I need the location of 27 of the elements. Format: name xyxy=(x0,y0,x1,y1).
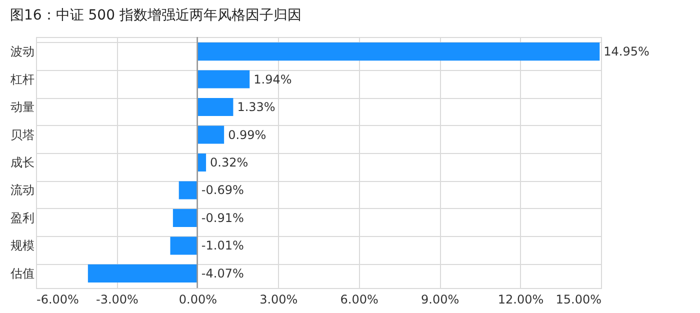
y-tick-label: 动量 xyxy=(10,100,34,114)
x-tick-label: 3.00% xyxy=(260,292,298,306)
y-tick-label: 杠杆 xyxy=(10,72,34,86)
y-tick-label: 规模 xyxy=(10,238,34,253)
x-tick-label: 9.00% xyxy=(421,292,460,306)
data-label: -1.01% xyxy=(201,238,244,253)
x-tick-label: 0.00% xyxy=(178,292,217,306)
data-label: -0.91% xyxy=(201,210,244,225)
data-label: 0.99% xyxy=(228,128,266,142)
y-tick-label: 估值 xyxy=(10,266,34,280)
data-label: -0.69% xyxy=(201,183,244,198)
data-label: 1.33% xyxy=(237,100,276,114)
x-tick-label: -6.00% xyxy=(36,292,79,306)
y-tick-label: 波动 xyxy=(10,44,34,59)
y-tick-label: 贝塔 xyxy=(10,128,34,142)
y-tick-label: 成长 xyxy=(10,156,34,170)
data-label: 1.94% xyxy=(254,72,292,86)
x-tick-label: -3.00% xyxy=(96,292,138,306)
data-label: 14.95% xyxy=(604,44,650,59)
x-tick-label: 12.00% xyxy=(498,292,544,306)
data-label: 0.32% xyxy=(210,156,248,170)
chart-title: 图16：中证 500 指数增强近两年风格因子归因 xyxy=(10,8,302,24)
y-tick-label: 盈利 xyxy=(10,210,34,225)
data-label: -4.07% xyxy=(201,266,244,280)
x-tick-label: 6.00% xyxy=(340,292,378,306)
y-tick-label: 流动 xyxy=(10,183,34,198)
x-tick-label: 15.00% xyxy=(556,292,602,306)
